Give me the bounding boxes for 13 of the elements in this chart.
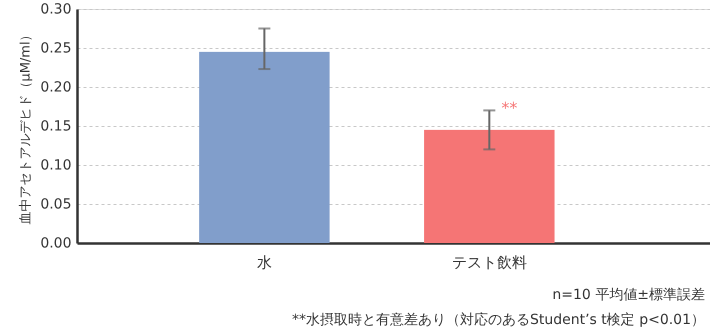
x-tick-label: 水	[256, 254, 272, 272]
x-tick-label: テスト飲料	[452, 254, 527, 272]
y-tick-label: 0.05	[40, 196, 72, 212]
y-axis-title: 血中アセトアルデヒド（μM/ml）	[18, 28, 34, 225]
text: **水摂取時と有意差あり（対応のあるStudent’s t検定 p<0.01）	[292, 312, 705, 328]
annotation: **	[501, 98, 518, 118]
text: n=10 平均値±標準誤差	[552, 287, 705, 303]
y-tick-label: 0.20	[40, 80, 72, 96]
y-tick-label: 0.15	[40, 118, 72, 134]
y-tick-label: 0.10	[40, 158, 72, 174]
y-tick-label: 0.00	[40, 236, 72, 252]
y-tick-label: 0.30	[40, 2, 72, 18]
y-tick-label: 0.25	[40, 40, 72, 56]
